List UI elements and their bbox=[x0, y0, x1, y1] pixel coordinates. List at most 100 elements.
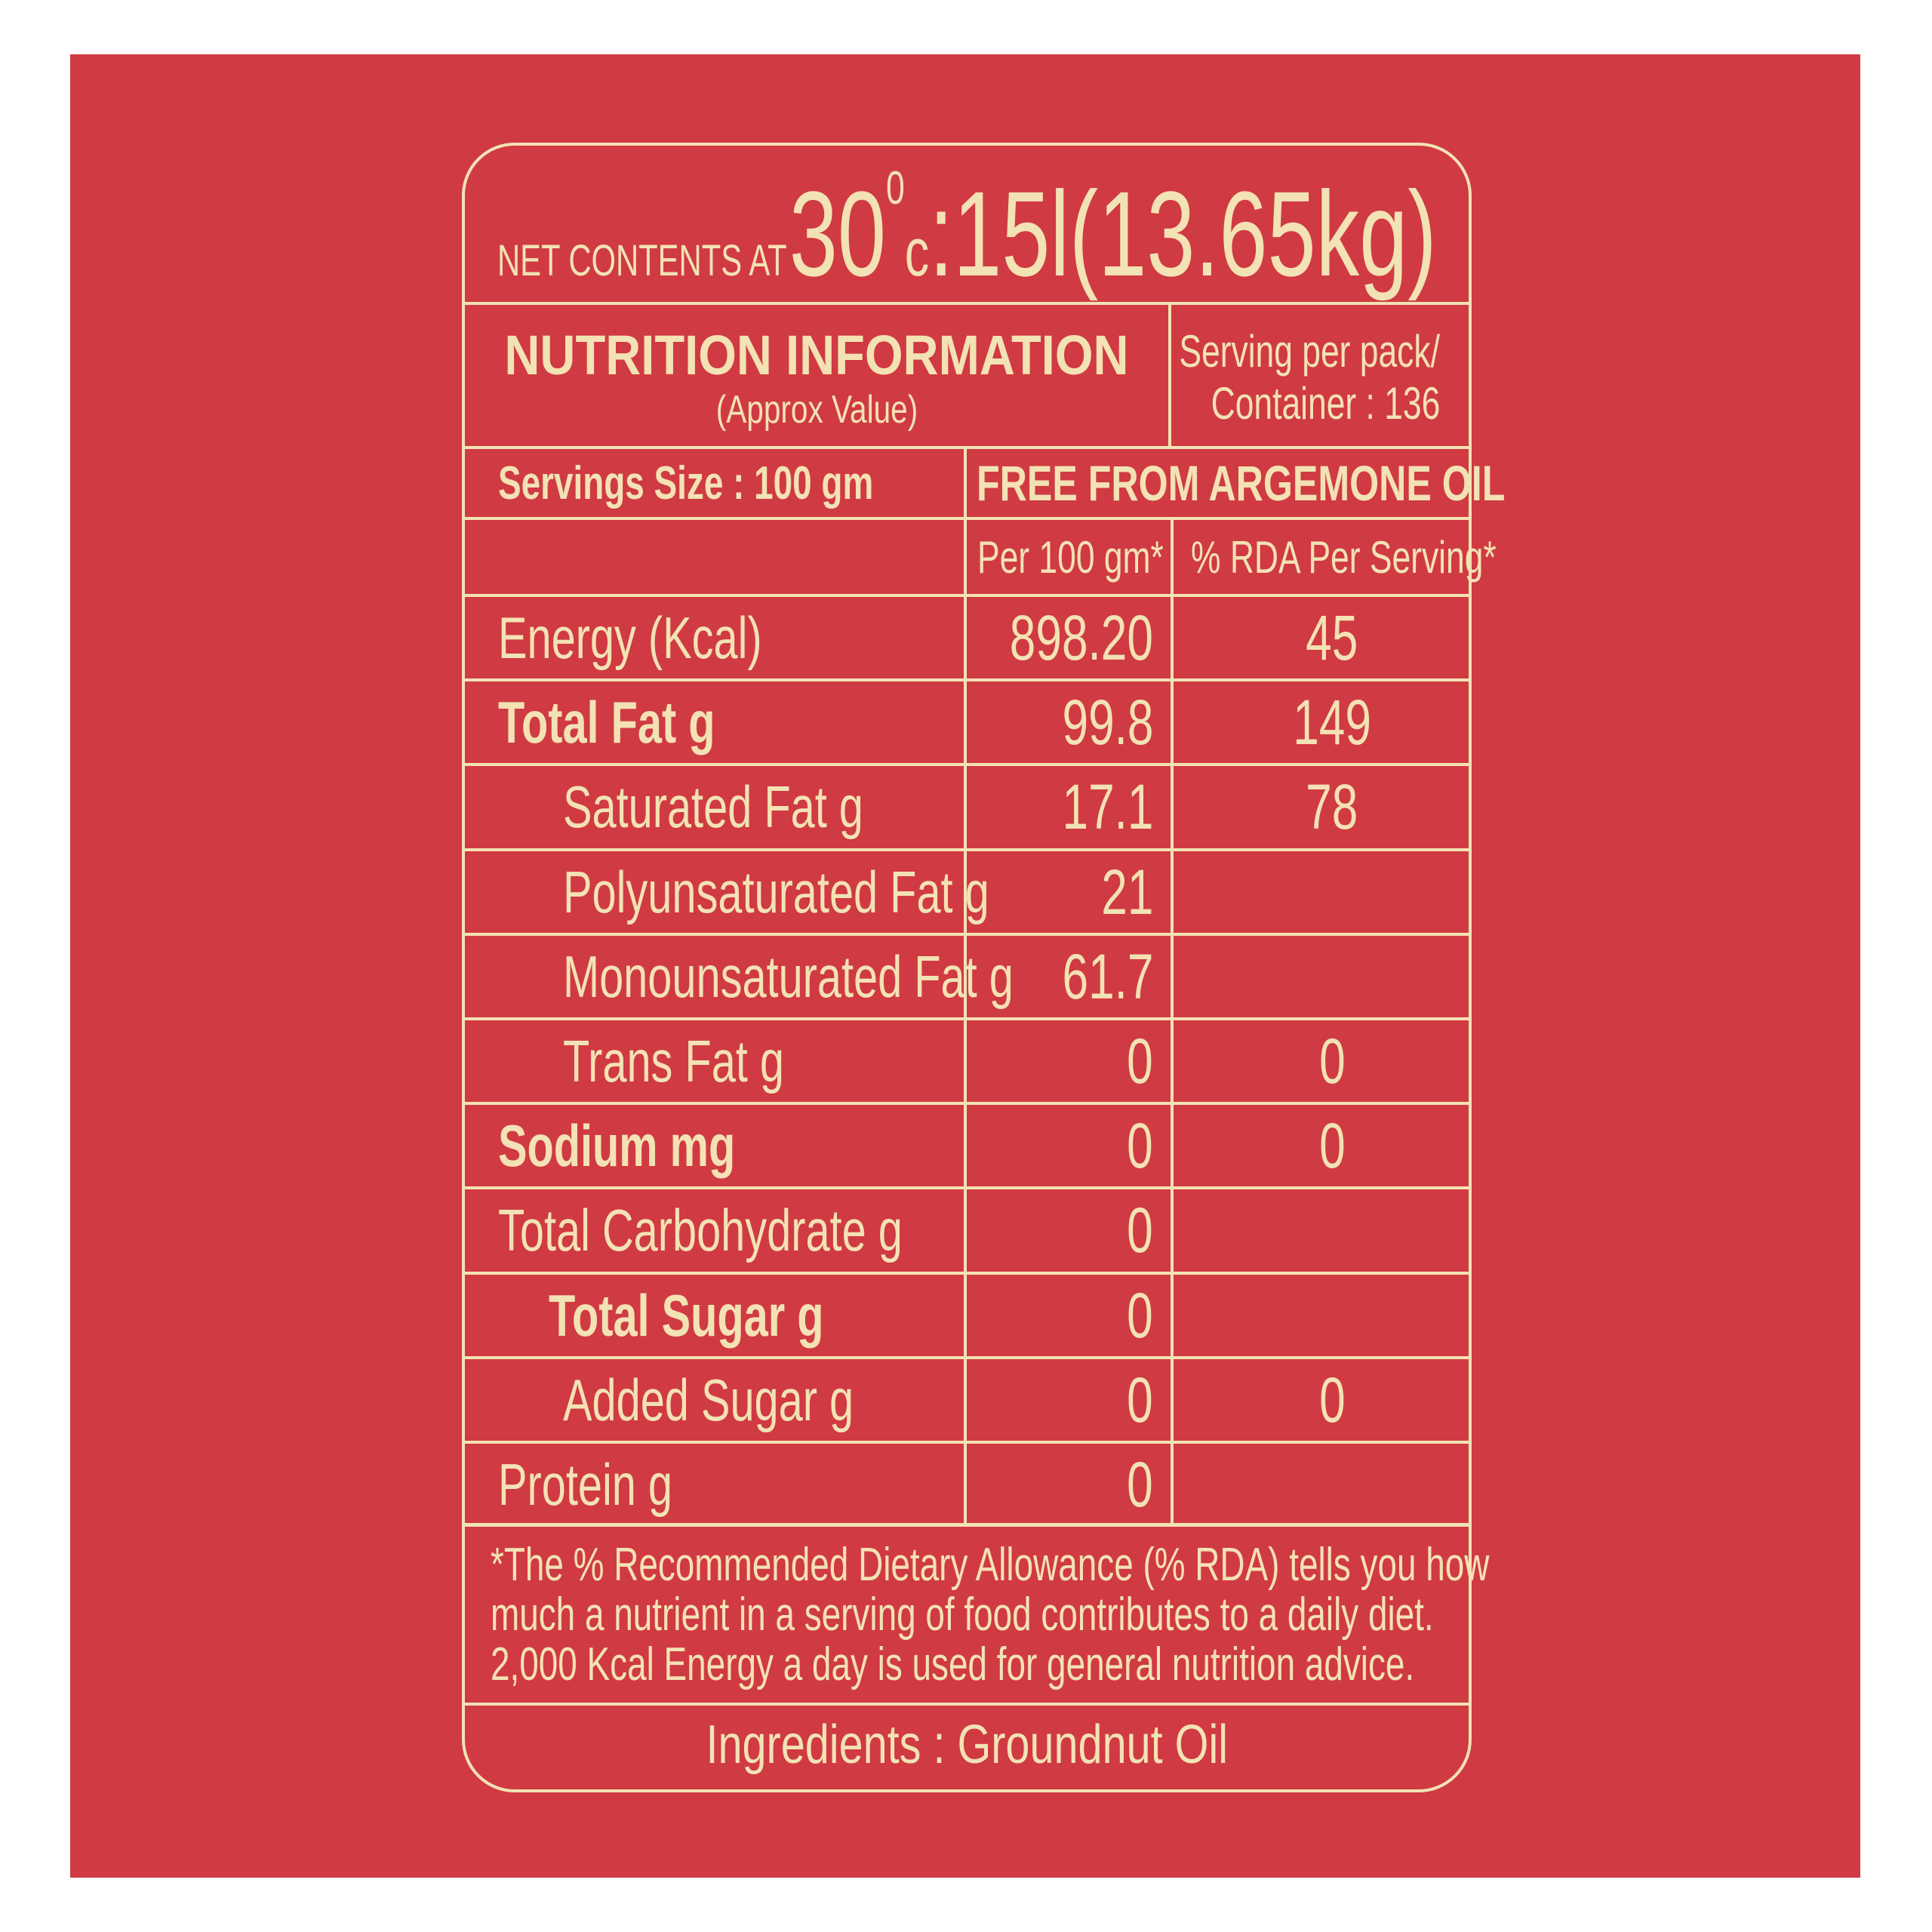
rda-value bbox=[1208, 1275, 1457, 1356]
nutrient-label: Total Carbohydrate g bbox=[498, 1189, 951, 1271]
per100-value: 21 bbox=[974, 851, 1153, 933]
nutrient-label-text: Trans Fat g bbox=[563, 1027, 784, 1094]
rda-value-text: 0 bbox=[1318, 1109, 1346, 1181]
nutrition-title: NUTRITION INFORMATION bbox=[504, 323, 1129, 386]
per100-value: 0 bbox=[974, 1275, 1153, 1356]
divider bbox=[1168, 302, 1171, 448]
row-divider bbox=[462, 1102, 1472, 1105]
footnote-line: *The % Recommended Dietary Allowance (% … bbox=[491, 1539, 1490, 1591]
divider bbox=[462, 1523, 1472, 1527]
nutrient-label-text: Saturated Fat g bbox=[563, 773, 863, 840]
nutrient-label: Added Sugar g bbox=[563, 1359, 1016, 1441]
net-contents: NET CONTENTS AT 300c:15l(13.65kg) bbox=[465, 162, 1469, 302]
per100-value: 0 bbox=[974, 1444, 1153, 1525]
per100-value: 0 bbox=[974, 1105, 1153, 1186]
per100-value: 0 bbox=[974, 1189, 1153, 1271]
per100-value-text: 898.20 bbox=[1009, 601, 1153, 673]
row-divider bbox=[462, 594, 1472, 597]
column-header-rda-text: % RDA Per Serving* bbox=[1191, 532, 1497, 583]
row-divider bbox=[462, 1441, 1472, 1444]
serving-size: Servings Size : 100 gm bbox=[498, 448, 951, 518]
servings-per-pack-line1: Serving per pack/ bbox=[1179, 326, 1440, 377]
per100-value-text: 61.7 bbox=[1062, 940, 1153, 1012]
rda-value-text: 78 bbox=[1306, 771, 1358, 842]
row-divider bbox=[462, 1356, 1472, 1359]
per100-value-text: 0 bbox=[1127, 1364, 1153, 1435]
rda-value-text: 0 bbox=[1318, 1364, 1346, 1435]
net-contents-value: :15l(13.65kg) bbox=[928, 165, 1437, 301]
per100-value: 99.8 bbox=[974, 681, 1153, 763]
footnote-line: much a nutrient in a serving of food con… bbox=[491, 1589, 1434, 1641]
nutrient-label: Polyunsaturated Fat g bbox=[563, 851, 1016, 933]
divider bbox=[1171, 518, 1174, 1526]
per100-value-text: 17.1 bbox=[1062, 771, 1153, 842]
nutrient-label: Total Fat g bbox=[498, 681, 951, 763]
servings-per-pack: Serving per pack/ Container : 136 bbox=[1171, 317, 1440, 438]
row-divider bbox=[462, 933, 1472, 936]
row-divider bbox=[462, 763, 1472, 766]
divider bbox=[462, 446, 1472, 449]
divider bbox=[462, 1703, 1472, 1706]
rda-value: 0 bbox=[1208, 1020, 1457, 1102]
per100-value-text: 0 bbox=[1127, 1194, 1153, 1266]
rda-value: 0 bbox=[1208, 1359, 1457, 1441]
rda-value: 149 bbox=[1208, 681, 1457, 763]
nutrient-label-text: Protein g bbox=[498, 1451, 673, 1518]
footnote-line: 2,000 Kcal Energy a day is used for gene… bbox=[491, 1638, 1415, 1690]
rda-value-text: 149 bbox=[1293, 686, 1371, 758]
divider bbox=[462, 302, 1472, 305]
nutrient-label-text: Total Fat g bbox=[498, 688, 715, 755]
argemone-claim-text: FREE FROM ARGEMONE OIL bbox=[977, 455, 1506, 511]
per100-value-text: 99.8 bbox=[1062, 686, 1153, 758]
rda-footnote: *The % Recommended Dietary Allowance (% … bbox=[491, 1532, 1489, 1698]
rda-value bbox=[1208, 1189, 1457, 1271]
ingredients: Ingredients : Groundnut Oil bbox=[465, 1707, 1469, 1783]
divider bbox=[964, 446, 967, 1526]
nutrient-label-text: Total Carbohydrate g bbox=[498, 1196, 903, 1263]
serving-size-text: Servings Size : 100 gm bbox=[498, 457, 874, 509]
rda-value bbox=[1208, 1444, 1457, 1525]
column-header-per100: Per 100 gm* bbox=[977, 521, 1174, 594]
per100-value-text: 0 bbox=[1127, 1279, 1153, 1351]
nutrient-label: Protein g bbox=[498, 1444, 951, 1525]
column-header-rda: % RDA Per Serving* bbox=[1191, 521, 1497, 594]
nutrition-title-block: NUTRITION INFORMATION (Approx Value) bbox=[465, 317, 1168, 438]
nutrient-label-text: Total Sugar g bbox=[549, 1281, 824, 1349]
nutrition-panel bbox=[462, 143, 1472, 1792]
per100-value-text: 0 bbox=[1127, 1025, 1153, 1097]
row-divider bbox=[462, 1017, 1472, 1020]
rda-value-text: 0 bbox=[1318, 1025, 1346, 1097]
nutrient-label-text: Polyunsaturated Fat g bbox=[563, 858, 989, 925]
nutrient-label: Monounsaturated Fat g bbox=[563, 936, 1016, 1017]
per100-value-text: 0 bbox=[1127, 1109, 1153, 1181]
nutrition-subtitle: (Approx Value) bbox=[715, 387, 918, 432]
divider bbox=[462, 517, 1472, 520]
net-contents-label: NET CONTENTS AT bbox=[497, 235, 787, 285]
rda-value: 78 bbox=[1208, 766, 1457, 848]
rda-value: 45 bbox=[1208, 597, 1457, 678]
per100-value: 0 bbox=[974, 1020, 1153, 1102]
nutrient-label: Sodium mg bbox=[498, 1105, 951, 1186]
per100-value-text: 0 bbox=[1127, 1448, 1153, 1520]
per100-value: 0 bbox=[974, 1359, 1153, 1441]
per100-value: 61.7 bbox=[974, 936, 1153, 1017]
nutrient-label: Trans Fat g bbox=[563, 1020, 1016, 1102]
per100-value-text: 21 bbox=[1100, 856, 1153, 928]
nutrient-label-text: Monounsaturated Fat g bbox=[563, 943, 1014, 1010]
rda-value-text: 45 bbox=[1306, 601, 1358, 673]
ingredients-text: Ingredients : Groundnut Oil bbox=[706, 1715, 1228, 1775]
argemone-claim: FREE FROM ARGEMONE OIL bbox=[977, 448, 1505, 518]
nutrient-label: Energy (Kcal) bbox=[498, 597, 951, 678]
nutrient-label-text: Sodium mg bbox=[498, 1112, 736, 1179]
row-divider bbox=[462, 1272, 1472, 1275]
rda-value bbox=[1208, 851, 1457, 933]
nutrient-label-text: Energy (Kcal) bbox=[498, 604, 762, 671]
row-divider bbox=[462, 848, 1472, 851]
row-divider bbox=[462, 678, 1472, 681]
per100-value: 17.1 bbox=[974, 766, 1153, 848]
nutrient-label: Total Sugar g bbox=[549, 1275, 1001, 1356]
net-contents-unit: c bbox=[904, 214, 929, 291]
per100-value: 898.20 bbox=[974, 597, 1153, 678]
servings-per-pack-line2: Container : 136 bbox=[1211, 378, 1440, 429]
degree-symbol: 0 bbox=[885, 162, 905, 214]
